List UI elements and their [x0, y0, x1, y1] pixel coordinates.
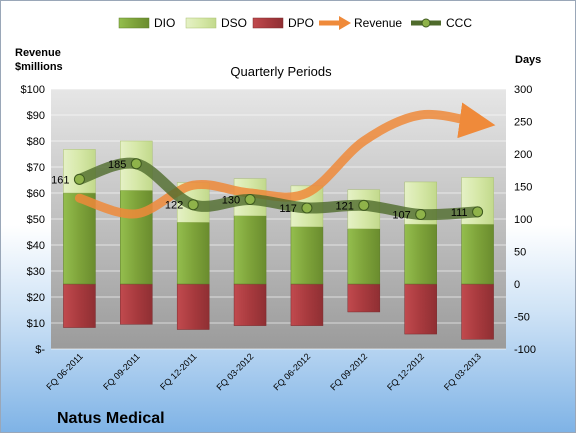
- dpo-bar: [120, 283, 153, 325]
- legend-swatch-dpo: [252, 17, 284, 29]
- left-tick-label: $50: [27, 214, 45, 226]
- bars: [63, 140, 494, 340]
- legend-label-dio: DIO: [154, 16, 175, 30]
- dio-bar: [176, 222, 210, 285]
- x-tick-label: FQ 06-2011: [44, 351, 85, 392]
- x-tick-label: FQ 06-2012: [271, 351, 312, 392]
- ccc-data-label: 122: [165, 200, 183, 212]
- ccc-line: [73, 157, 484, 221]
- ccc-marker: [301, 202, 313, 214]
- dio-bar: [347, 228, 381, 285]
- x-tick-label: FQ 12-2012: [385, 351, 426, 392]
- right-tick-label: -100: [514, 344, 536, 356]
- ccc-marker: [130, 158, 142, 170]
- ccc-data-label: 161: [51, 174, 69, 186]
- right-tick-label: -50: [514, 312, 530, 324]
- revenue-line: [74, 102, 496, 219]
- left-tick-label: $-: [35, 344, 45, 356]
- dpo-bar: [233, 283, 267, 326]
- left-tick-label: $90: [27, 110, 45, 122]
- ccc-data-label: 107: [392, 209, 410, 221]
- x-tick-label: FQ 03-2013: [442, 351, 483, 392]
- legend-arrow-head: [339, 16, 351, 30]
- ccc-marker: [472, 206, 484, 218]
- legend: DIO DSO DPO Revenue CCC: [118, 16, 472, 30]
- legend-swatch-dso: [185, 17, 217, 29]
- right-tick-label: 100: [514, 214, 532, 226]
- right-tick-label: 200: [514, 149, 532, 161]
- left-tick-label: $10: [27, 318, 45, 330]
- ccc-marker: [73, 173, 85, 185]
- ccc-marker: [358, 199, 370, 211]
- right-tick-label: 0: [514, 279, 520, 291]
- left-tick-label: $40: [27, 240, 45, 252]
- left-axis-title-line2: $millions: [15, 61, 63, 73]
- x-tick-label: FQ 12-2011: [158, 351, 199, 392]
- ccc-data-label: 111: [451, 207, 468, 219]
- x-tick-label: FQ 09-2012: [328, 351, 369, 392]
- dpo-bar: [290, 283, 324, 326]
- dpo-bar: [461, 283, 494, 340]
- dio-bar: [233, 215, 267, 285]
- x-tick-label: FQ 09-2011: [101, 351, 142, 392]
- dpo-bar: [176, 283, 210, 330]
- legend-ccc-marker: [421, 18, 431, 28]
- dio-bar: [120, 190, 153, 285]
- legend-swatch-dio: [118, 17, 150, 29]
- left-tick-label: $80: [27, 136, 45, 148]
- ccc-data-label: 121: [335, 200, 353, 212]
- legend-label-dpo: DPO: [288, 16, 314, 30]
- left-tick-label: $60: [27, 188, 45, 200]
- left-tick-label: $20: [27, 292, 45, 304]
- ccc-data-label: 185: [108, 159, 126, 171]
- right-tick-label: 50: [514, 247, 526, 259]
- ccc-marker: [244, 194, 256, 205]
- right-tick-label: 300: [514, 84, 532, 96]
- dio-bar: [461, 223, 494, 285]
- ccc-marker: [415, 208, 427, 220]
- ccc-data-label: 130: [222, 195, 240, 207]
- legend-label-dso: DSO: [221, 16, 247, 30]
- left-axis-ticks: $- $10 $20 $30 $40 $50 $60 $70 $80 $90 $100: [21, 84, 46, 356]
- dpo-bar: [404, 283, 437, 335]
- dpo-bar: [63, 283, 96, 328]
- company-name: Natus Medical: [57, 410, 165, 427]
- left-axis-title-line1: Revenue: [15, 47, 61, 59]
- dpo-bar: [347, 283, 381, 313]
- left-tick-label: $100: [21, 84, 45, 96]
- legend-label-revenue: Revenue: [354, 16, 402, 30]
- ccc-series: 161 185 122 130 117 121 107 111: [51, 157, 484, 221]
- right-axis-title: Days: [515, 54, 541, 66]
- chart-subtitle: Quarterly Periods: [230, 64, 332, 79]
- left-tick-label: $30: [27, 266, 45, 278]
- legend-label-ccc: CCC: [446, 16, 472, 30]
- ccc-data-label: 117: [279, 203, 297, 215]
- dio-bar: [404, 223, 437, 285]
- right-tick-label: 250: [514, 117, 532, 129]
- right-tick-label: 150: [514, 182, 532, 194]
- dio-bar: [290, 226, 324, 285]
- right-axis-ticks: -100 -50 0 50 100 150 200 250 300: [514, 84, 536, 356]
- x-tick-label: FQ 03-2012: [214, 351, 255, 392]
- revenue-series: [74, 102, 496, 219]
- dio-bar: [63, 192, 96, 285]
- ccc-marker: [187, 199, 199, 211]
- x-axis-ticks: FQ 06-2011 FQ 09-2011 FQ 12-2011 FQ 03-2012…: [44, 351, 483, 392]
- left-tick-label: $70: [27, 162, 45, 174]
